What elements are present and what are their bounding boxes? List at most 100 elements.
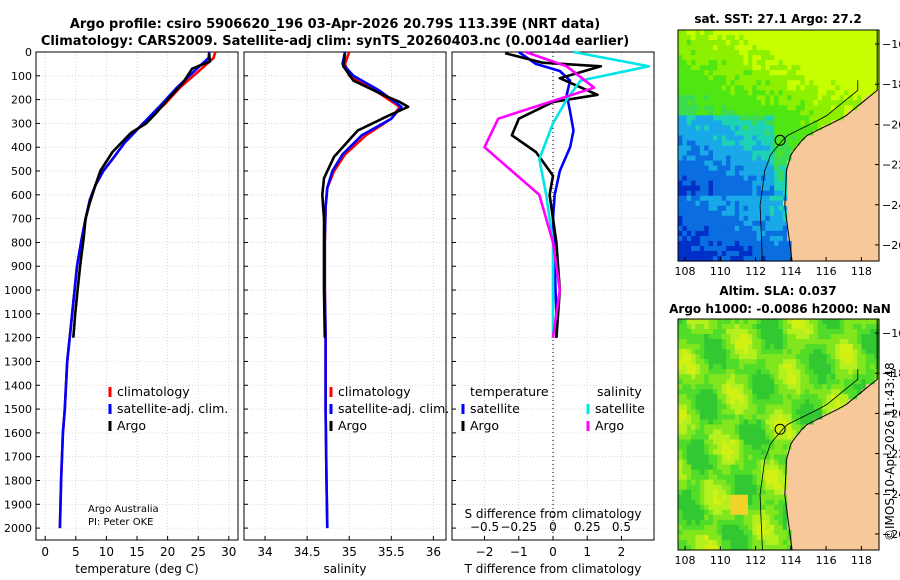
map-cell — [848, 469, 854, 476]
map-cell — [774, 105, 780, 111]
map-cell — [769, 359, 775, 365]
map-cell — [756, 145, 762, 152]
map-cell — [708, 30, 714, 36]
map-cell — [861, 175, 867, 182]
map-cell — [874, 509, 880, 516]
map-cell — [813, 459, 819, 466]
map-cell — [813, 424, 819, 431]
map-cell — [708, 105, 714, 111]
map-cell — [848, 120, 854, 127]
map-cell — [804, 334, 810, 340]
map-cell — [708, 414, 714, 421]
map-cell — [813, 195, 819, 202]
map-cell — [704, 414, 710, 421]
map-cell — [686, 180, 692, 187]
map-cell — [839, 519, 845, 526]
tick-label-y: 500 — [11, 165, 32, 178]
map-cell — [752, 165, 758, 172]
map-cell — [809, 235, 815, 242]
map-cell — [839, 464, 845, 471]
map-cell — [695, 125, 701, 132]
map-cell — [822, 384, 828, 390]
map-cell — [721, 200, 727, 207]
map-cell — [822, 524, 828, 531]
map-cell — [795, 524, 801, 531]
map-cell — [743, 80, 749, 86]
map-cell — [699, 399, 705, 405]
map-cell — [874, 155, 880, 162]
map-cell — [691, 479, 697, 486]
series-line-argo — [320, 53, 410, 338]
map-cell — [682, 379, 688, 385]
map-cell — [857, 369, 863, 375]
map-cell — [774, 220, 780, 227]
map-cell — [730, 45, 736, 51]
map-cell — [743, 364, 749, 370]
map-cell — [726, 135, 732, 142]
map-cell — [734, 534, 740, 541]
map-cell — [704, 115, 710, 121]
map-cell — [765, 394, 771, 400]
map-cell — [721, 35, 727, 41]
tick-label-x: 0 — [41, 545, 49, 559]
map-cell — [682, 474, 688, 481]
map-cell — [765, 404, 771, 410]
map-cell — [739, 384, 745, 390]
map-cell — [682, 389, 688, 395]
map-cell — [691, 344, 697, 350]
map-cell — [817, 394, 823, 400]
map-cell — [682, 459, 688, 466]
map-cell — [695, 359, 701, 365]
map-cell — [817, 80, 823, 86]
map-cell — [752, 45, 758, 51]
map-cell — [761, 130, 766, 137]
map-cell — [739, 414, 745, 421]
map-cell — [717, 105, 723, 111]
map-cell — [730, 75, 736, 81]
map-cell — [739, 190, 745, 197]
map-cell — [712, 444, 718, 451]
map-cell — [704, 70, 710, 76]
map-cell — [839, 80, 845, 86]
map-cell — [682, 165, 688, 172]
map-cell — [830, 60, 836, 66]
map-cell — [813, 105, 819, 111]
map-cell — [835, 459, 841, 466]
map-cell — [817, 215, 823, 222]
map-cell — [817, 120, 823, 127]
map-cell — [826, 429, 832, 436]
map-cell — [747, 85, 753, 91]
map-cell — [813, 444, 819, 451]
map-cell — [739, 504, 745, 511]
map-cell — [747, 45, 753, 51]
map-cell — [844, 484, 850, 491]
map-cell — [813, 364, 819, 370]
map-cell — [778, 424, 784, 431]
map-cell — [721, 374, 727, 380]
map-cell — [708, 215, 714, 222]
map-cell — [712, 409, 718, 416]
map-cell — [726, 145, 732, 152]
map-cell — [874, 434, 880, 441]
map-cell — [782, 404, 788, 410]
map-cell — [699, 155, 705, 162]
map-cell — [699, 190, 705, 197]
map-cell — [800, 115, 806, 121]
map-cell — [795, 434, 801, 441]
map-cell — [743, 180, 749, 187]
map-cell — [734, 319, 740, 325]
map-cell — [800, 245, 806, 252]
map-cell — [769, 105, 775, 111]
map-cell — [708, 429, 714, 436]
map-cell — [835, 155, 841, 162]
map-cell — [699, 65, 705, 71]
map-cell — [704, 45, 710, 51]
map-cell — [839, 384, 845, 390]
map-cell — [686, 529, 692, 536]
map-cell — [704, 454, 710, 461]
map-cell — [848, 165, 854, 172]
map-cell — [865, 379, 871, 385]
map-cell — [804, 105, 810, 111]
map-cell — [743, 245, 749, 252]
map-cell — [870, 469, 876, 476]
